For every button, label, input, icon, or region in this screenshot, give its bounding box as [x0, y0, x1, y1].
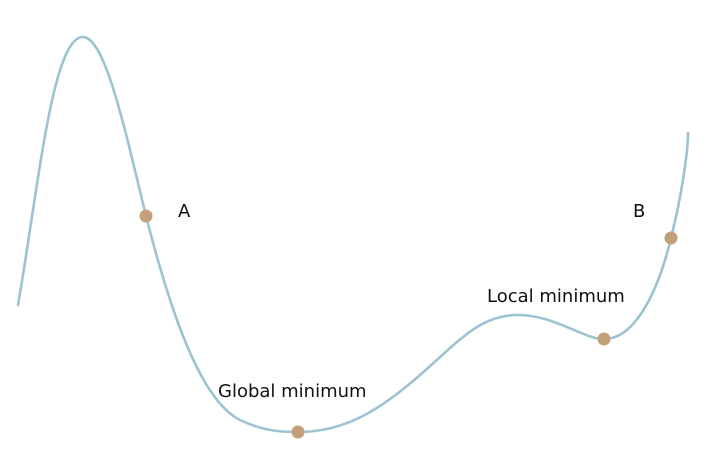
point-a-label: A — [178, 201, 191, 222]
point-b-marker — [664, 231, 678, 245]
point-b-label: B — [633, 201, 645, 222]
loss-curve — [16, 35, 690, 434]
point-a-marker — [139, 209, 153, 223]
local-minimum-marker — [597, 332, 611, 346]
local-minimum-label: Local minimum — [487, 286, 625, 307]
global-minimum-label: Global minimum — [218, 381, 367, 402]
global-minimum-marker — [291, 425, 305, 439]
